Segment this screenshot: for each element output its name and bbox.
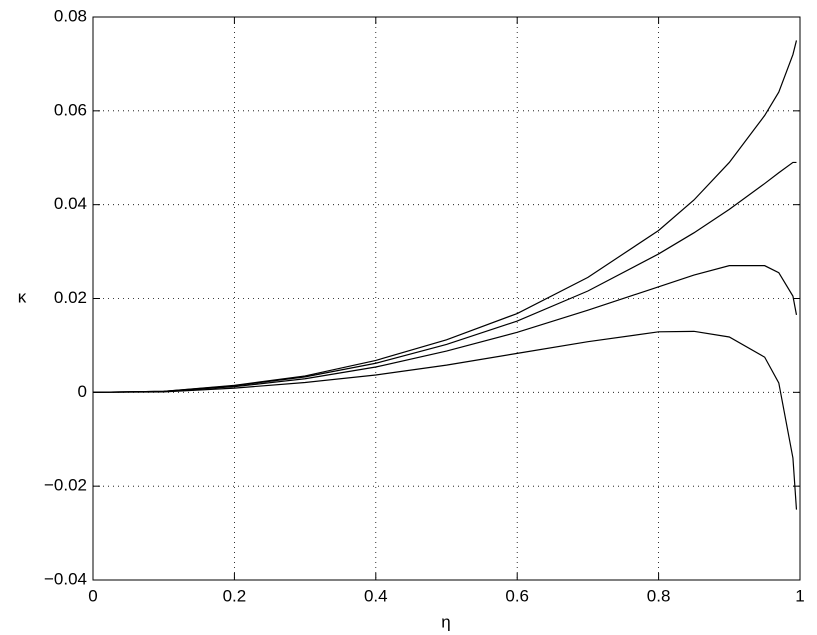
series-line [92,265,798,393]
y-axis-label: κ [18,287,27,306]
x-tick-label: 0.8 [647,586,671,605]
x-tick-label: 0.4 [364,586,388,605]
y-tick-label: 0.08 [54,6,87,25]
x-tick-label: 0.6 [505,586,529,605]
plot-frame [92,16,801,581]
y-tick-label: 0 [78,382,87,401]
y-tick-label: 0.02 [54,288,87,307]
x-tick-label: 0.2 [223,586,247,605]
y-tick-label: 0.04 [54,194,87,213]
series-line [92,40,798,393]
series-line [92,330,798,510]
x-axis-label: η [441,612,450,631]
y-tick-label: −0.02 [44,476,87,495]
series-line [92,161,797,393]
x-tick-label: 1 [795,586,804,605]
y-tick-label: 0.06 [54,100,87,119]
y-tick-label: −0.04 [44,569,87,588]
x-tick-label: 0 [88,586,97,605]
